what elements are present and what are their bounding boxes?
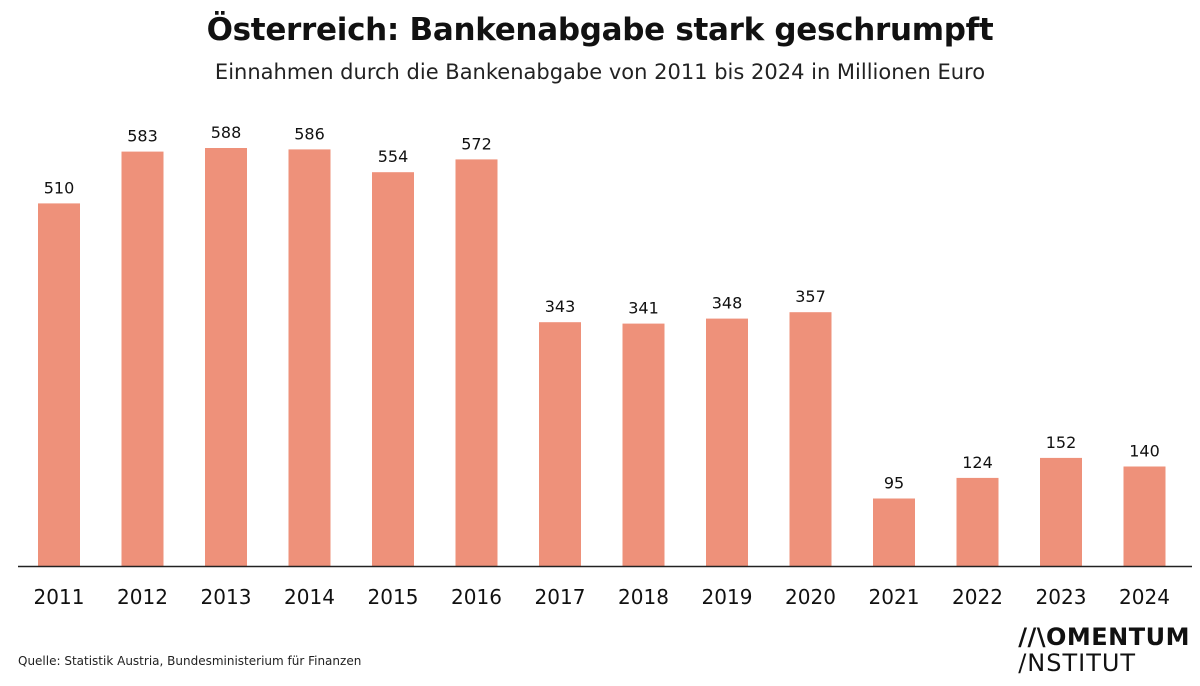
data-label-2016: 572 [461, 134, 492, 153]
x-tick-label-2012: 2012 [117, 585, 168, 609]
x-tick-label-2019: 2019 [702, 585, 753, 609]
bar-2013 [205, 148, 247, 566]
x-tick-label-2016: 2016 [451, 585, 502, 609]
bar-2022 [956, 477, 999, 566]
momentum-institut-logo: //\OMENTUM /NSTITUT [1018, 624, 1190, 676]
data-label-2021: 95 [884, 474, 904, 493]
x-tick-label-2022: 2022 [952, 585, 1003, 609]
bar-2011 [38, 203, 80, 566]
x-tick-label-2020: 2020 [785, 585, 836, 609]
x-tick-label-2017: 2017 [535, 585, 586, 609]
data-label-2023: 152 [1046, 433, 1077, 452]
data-label-2011: 510 [44, 178, 75, 197]
x-tick-label-2014: 2014 [284, 585, 335, 609]
x-tick-label-2018: 2018 [618, 585, 669, 609]
chart-title: Österreich: Bankenabgabe stark geschrump… [206, 12, 994, 48]
bar-2023 [1040, 457, 1082, 566]
bar-2018 [622, 323, 665, 566]
data-label-2018: 341 [628, 299, 659, 318]
data-label-2019: 348 [712, 294, 743, 313]
data-label-2017: 343 [545, 297, 576, 316]
bar-2012 [121, 151, 164, 566]
data-label-2014: 586 [294, 124, 325, 143]
data-label-2020: 357 [795, 287, 826, 306]
bar-2019 [706, 318, 748, 566]
bar-2024 [1123, 466, 1166, 566]
data-label-2022: 124 [962, 453, 993, 472]
source-note: Quelle: Statistik Austria, Bundesministe… [18, 654, 362, 668]
x-tick-label-2015: 2015 [368, 585, 419, 609]
chart-subtitle: Einnahmen durch die Bankenabgabe von 201… [214, 60, 986, 84]
x-tick-label-2023: 2023 [1036, 585, 1087, 609]
x-tick-label-2011: 2011 [34, 585, 85, 609]
logo-line-1: //\OMENTUM [1018, 623, 1190, 651]
bar-2015 [372, 172, 414, 566]
data-label-2024: 140 [1129, 442, 1160, 461]
bar-2016 [455, 159, 498, 566]
bar-2020 [789, 312, 832, 566]
data-label-2015: 554 [378, 147, 409, 166]
bar-2014 [288, 149, 331, 566]
x-tick-label-2021: 2021 [869, 585, 920, 609]
data-label-2013: 588 [211, 123, 242, 142]
data-label-2012: 583 [127, 127, 158, 146]
bar-2017 [539, 322, 581, 566]
x-tick-label-2024: 2024 [1119, 585, 1170, 609]
logo-line-2: /NSTITUT [1018, 649, 1137, 677]
x-tick-label-2013: 2013 [201, 585, 252, 609]
bar-2021 [873, 498, 915, 566]
